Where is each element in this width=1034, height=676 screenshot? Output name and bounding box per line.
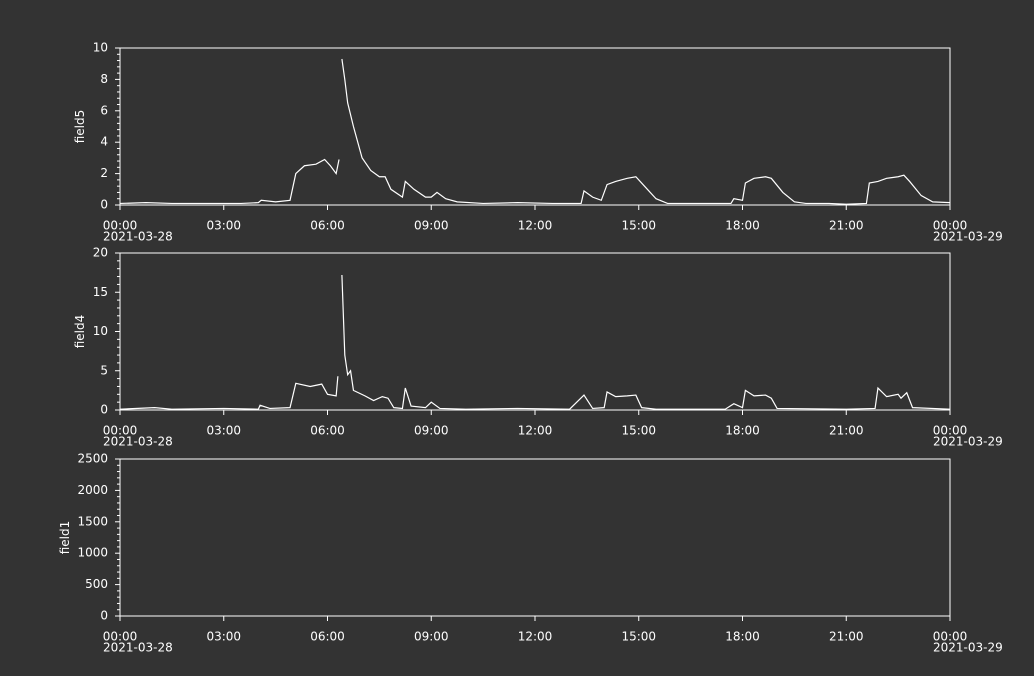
x-tick-label: 00:00	[933, 219, 968, 233]
y-tick-label: 1500	[77, 514, 108, 528]
x-tick-label: 00:00	[103, 630, 138, 644]
x-tick-label: 12:00	[518, 424, 553, 438]
x-tick-date: 2021-03-28	[103, 641, 173, 655]
x-tick-date: 2021-03-29	[933, 435, 1003, 449]
x-tick-label: 09:00	[414, 219, 449, 233]
data-line	[119, 58, 951, 205]
plot-frame	[119, 458, 951, 617]
x-tick-label: 15:00	[621, 630, 656, 644]
x-tick-label: 06:00	[310, 219, 345, 233]
x-tick-label: 06:00	[310, 424, 345, 438]
y-axis-label: field5	[73, 110, 87, 144]
x-tick-date: 2021-03-28	[103, 435, 173, 449]
x-tick-date: 2021-03-29	[933, 641, 1003, 655]
y-axis-label: field4	[73, 315, 87, 349]
x-tick-label: 00:00	[933, 424, 968, 438]
data-line	[119, 274, 951, 410]
y-tick-label: 1000	[77, 546, 108, 560]
y-tick-label: 8	[100, 72, 108, 86]
x-tick-label: 03:00	[206, 630, 241, 644]
y-tick-label: 0	[100, 609, 108, 623]
x-tick-label: 09:00	[414, 630, 449, 644]
y-tick-label: 0	[100, 403, 108, 417]
y-tick-label: 15	[93, 285, 108, 299]
y-axis-label: field1	[58, 521, 72, 555]
y-tick-label: 2000	[77, 483, 108, 497]
x-tick-date: 2021-03-28	[103, 230, 173, 244]
panel: 05001000150020002500field100:002021-03-2…	[58, 452, 1003, 655]
x-tick-label: 18:00	[725, 630, 760, 644]
x-tick-label: 00:00	[103, 424, 138, 438]
x-tick-date: 2021-03-29	[933, 230, 1003, 244]
x-tick-label: 18:00	[725, 219, 760, 233]
y-tick-label: 2500	[77, 452, 108, 466]
x-tick-label: 00:00	[103, 219, 138, 233]
x-tick-label: 21:00	[829, 630, 864, 644]
y-tick-label: 2	[100, 166, 108, 180]
x-tick-label: 12:00	[518, 630, 553, 644]
x-tick-label: 09:00	[414, 424, 449, 438]
y-tick-label: 500	[85, 577, 108, 591]
plot-frame	[119, 252, 951, 411]
y-tick-label: 10	[93, 324, 108, 338]
x-tick-label: 03:00	[206, 424, 241, 438]
plot-frame	[119, 47, 951, 206]
y-tick-label: 10	[93, 41, 108, 55]
x-tick-label: 15:00	[621, 424, 656, 438]
y-tick-label: 5	[100, 363, 108, 377]
y-tick-label: 20	[93, 246, 108, 260]
x-tick-label: 21:00	[829, 219, 864, 233]
y-tick-label: 6	[100, 103, 108, 117]
x-tick-label: 21:00	[829, 424, 864, 438]
y-tick-label: 4	[100, 135, 108, 149]
x-tick-label: 15:00	[621, 219, 656, 233]
x-tick-label: 03:00	[206, 219, 241, 233]
x-tick-label: 18:00	[725, 424, 760, 438]
x-tick-label: 06:00	[310, 630, 345, 644]
x-tick-label: 12:00	[518, 219, 553, 233]
y-tick-label: 0	[100, 198, 108, 212]
x-tick-label: 00:00	[933, 630, 968, 644]
